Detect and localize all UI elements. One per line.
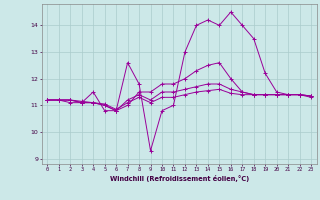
X-axis label: Windchill (Refroidissement éolien,°C): Windchill (Refroidissement éolien,°C) xyxy=(109,175,249,182)
